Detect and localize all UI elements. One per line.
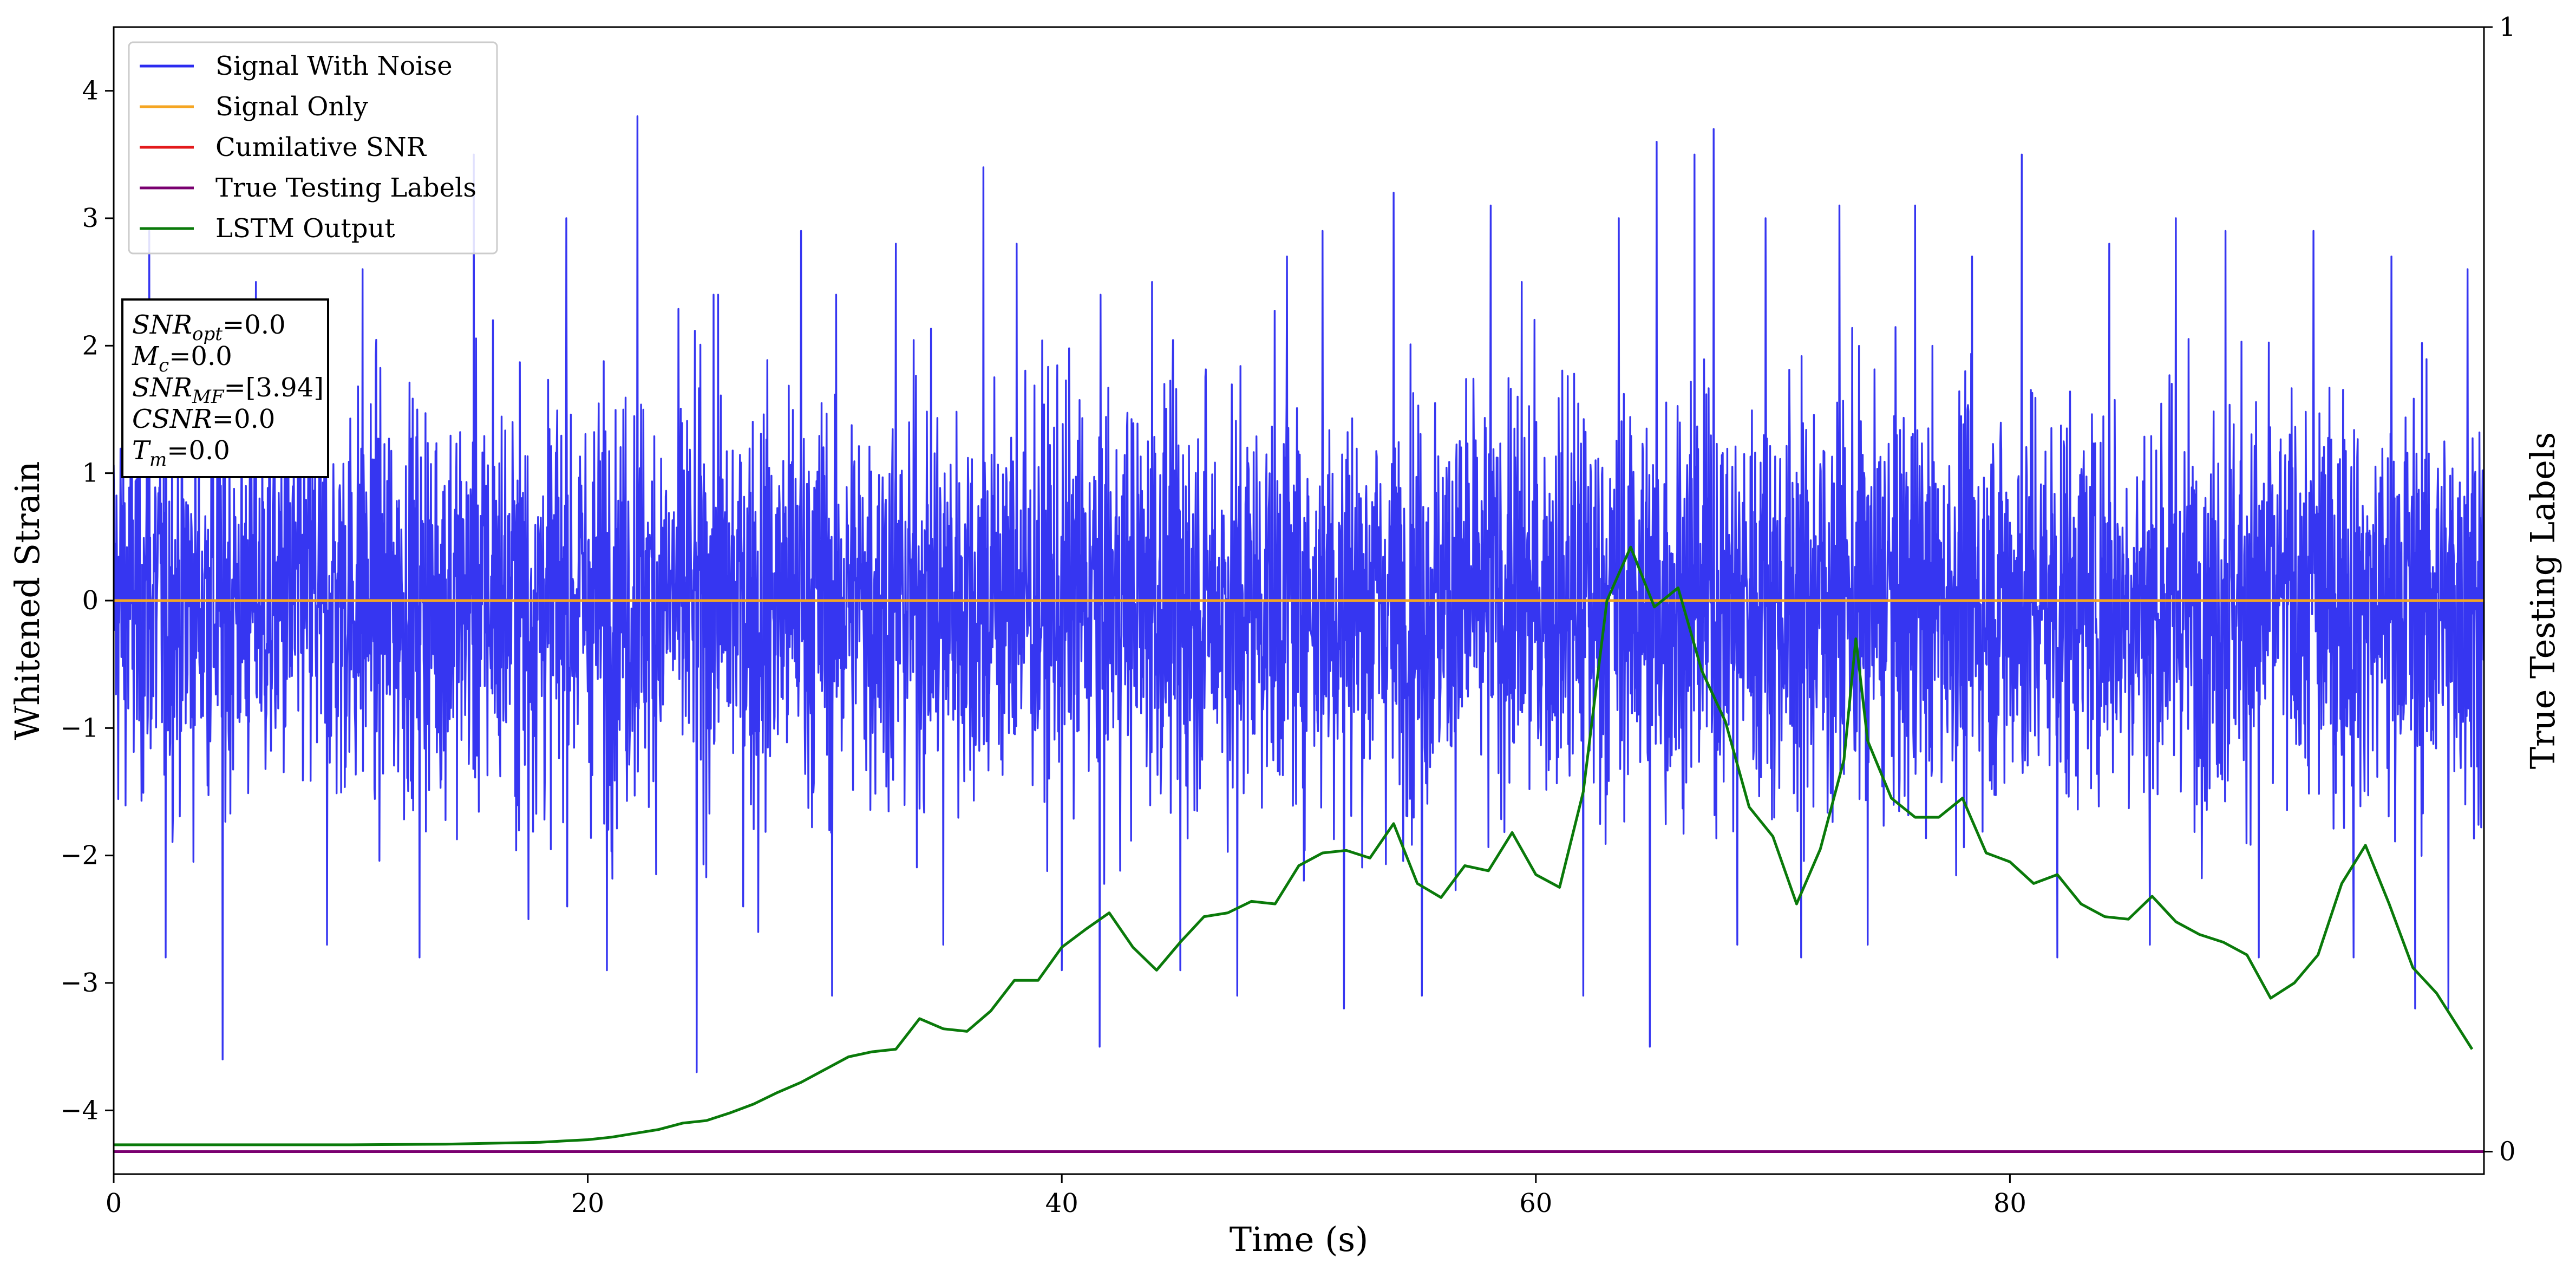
y-axis-ticks: −4 −3 −2 −1 0 1 2 3 4 xyxy=(60,76,114,1125)
info-line-snrmf: SNRMF=[3.94] xyxy=(132,373,324,408)
x-tick-label: 0 xyxy=(106,1188,122,1219)
right-tick-label: 0 xyxy=(2499,1136,2516,1167)
y-tick-label: −2 xyxy=(60,841,99,871)
y-axis-title: Whitened Strain xyxy=(8,461,47,740)
legend-label-cumilative-snr: Cumilative SNR xyxy=(215,132,427,162)
legend-label-true-testing-labels: True Testing Labels xyxy=(215,173,476,203)
x-tick-label: 20 xyxy=(571,1188,604,1219)
right-axis-ticks: 01 xyxy=(2484,12,2516,1167)
legend-box xyxy=(128,41,498,255)
info-box-frame xyxy=(121,298,329,478)
y-tick-label: 4 xyxy=(82,76,99,106)
info-line-snropt: SNRopt=0.0 xyxy=(132,310,286,345)
y-tick-label: −1 xyxy=(60,713,99,743)
legend-items: Signal With Noise Signal Only Cumilative S… xyxy=(140,51,476,244)
series-layer xyxy=(114,115,2484,1153)
legend-label-lstm-output: LSTM Output xyxy=(215,213,395,244)
info-line-tm: Tm=0.0 xyxy=(132,435,230,471)
series-lstm-output xyxy=(114,545,2474,1146)
y-tick-label: −3 xyxy=(60,968,99,998)
x-axis-ticks: 0 20 40 60 80 xyxy=(106,1174,2026,1219)
right-axis-title: True Testing Labels xyxy=(2523,432,2562,770)
x-axis-title: Time (s) xyxy=(1230,1220,1369,1259)
x-tick-label: 60 xyxy=(1519,1188,1552,1219)
x-tick-label: 40 xyxy=(1045,1188,1078,1219)
right-tick-label: 1 xyxy=(2499,12,2516,42)
info-line-mc: Mc=0.0 xyxy=(132,341,232,376)
y-tick-label: 0 xyxy=(82,585,99,616)
info-items: SNRopt=0.0Mc=0.0SNRMF=[3.94]CSNR=0.0Tm=0… xyxy=(132,310,324,471)
y-tick-label: 1 xyxy=(82,458,99,488)
series-signal-with-noise xyxy=(114,115,2484,1073)
info-line-csnr: CSNR=0.0 xyxy=(132,404,275,434)
y-tick-label: 2 xyxy=(82,330,99,361)
legend: Signal With Noise Signal Only Cumilative S… xyxy=(128,41,498,255)
legend-label-signal-with-noise: Signal With Noise xyxy=(215,51,453,81)
y-tick-label: −4 xyxy=(60,1095,99,1125)
x-tick-label: 80 xyxy=(1993,1188,2026,1219)
y-tick-label: 3 xyxy=(82,203,99,233)
legend-label-signal-only: Signal Only xyxy=(215,92,368,122)
info-box: SNRopt=0.0Mc=0.0SNRMF=[3.94]CSNR=0.0Tm=0… xyxy=(121,298,329,478)
